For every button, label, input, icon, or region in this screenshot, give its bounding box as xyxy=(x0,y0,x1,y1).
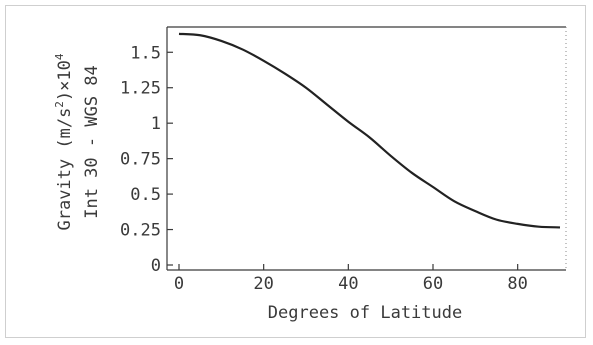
y-tick-label: 0.25 xyxy=(120,221,161,241)
x-axis-title: Degrees of Latitude xyxy=(268,303,462,323)
x-tick-label: 20 xyxy=(253,274,273,294)
y-tick-label: 0.5 xyxy=(130,185,161,205)
y-axis-title-power: 4 xyxy=(53,53,66,60)
x-tick-label: 60 xyxy=(423,274,443,294)
y-tick-label: 1.25 xyxy=(120,79,161,99)
y-tick-label: 1 xyxy=(151,114,161,134)
y-tick-label: 0 xyxy=(151,256,161,276)
y-axis-title-line-1: Gravity (m/s2)×104 xyxy=(53,53,75,230)
y-axis-title-line-2: Int 30 - WGS 84 xyxy=(82,65,102,219)
y-axis-title-exponent: 2 xyxy=(53,101,66,108)
x-tick-label: 40 xyxy=(338,274,358,294)
y-axis-title-middle: )×10 xyxy=(55,60,75,101)
y-tick-label: 1.5 xyxy=(130,43,161,63)
chart-frame xyxy=(5,5,586,338)
y-tick-label: 0.75 xyxy=(120,150,161,170)
y-axis-title-prefix: Gravity (m/s xyxy=(55,108,75,231)
x-tick-label: 0 xyxy=(174,274,184,294)
x-tick-label: 80 xyxy=(507,274,527,294)
gravity-curve xyxy=(178,32,561,229)
